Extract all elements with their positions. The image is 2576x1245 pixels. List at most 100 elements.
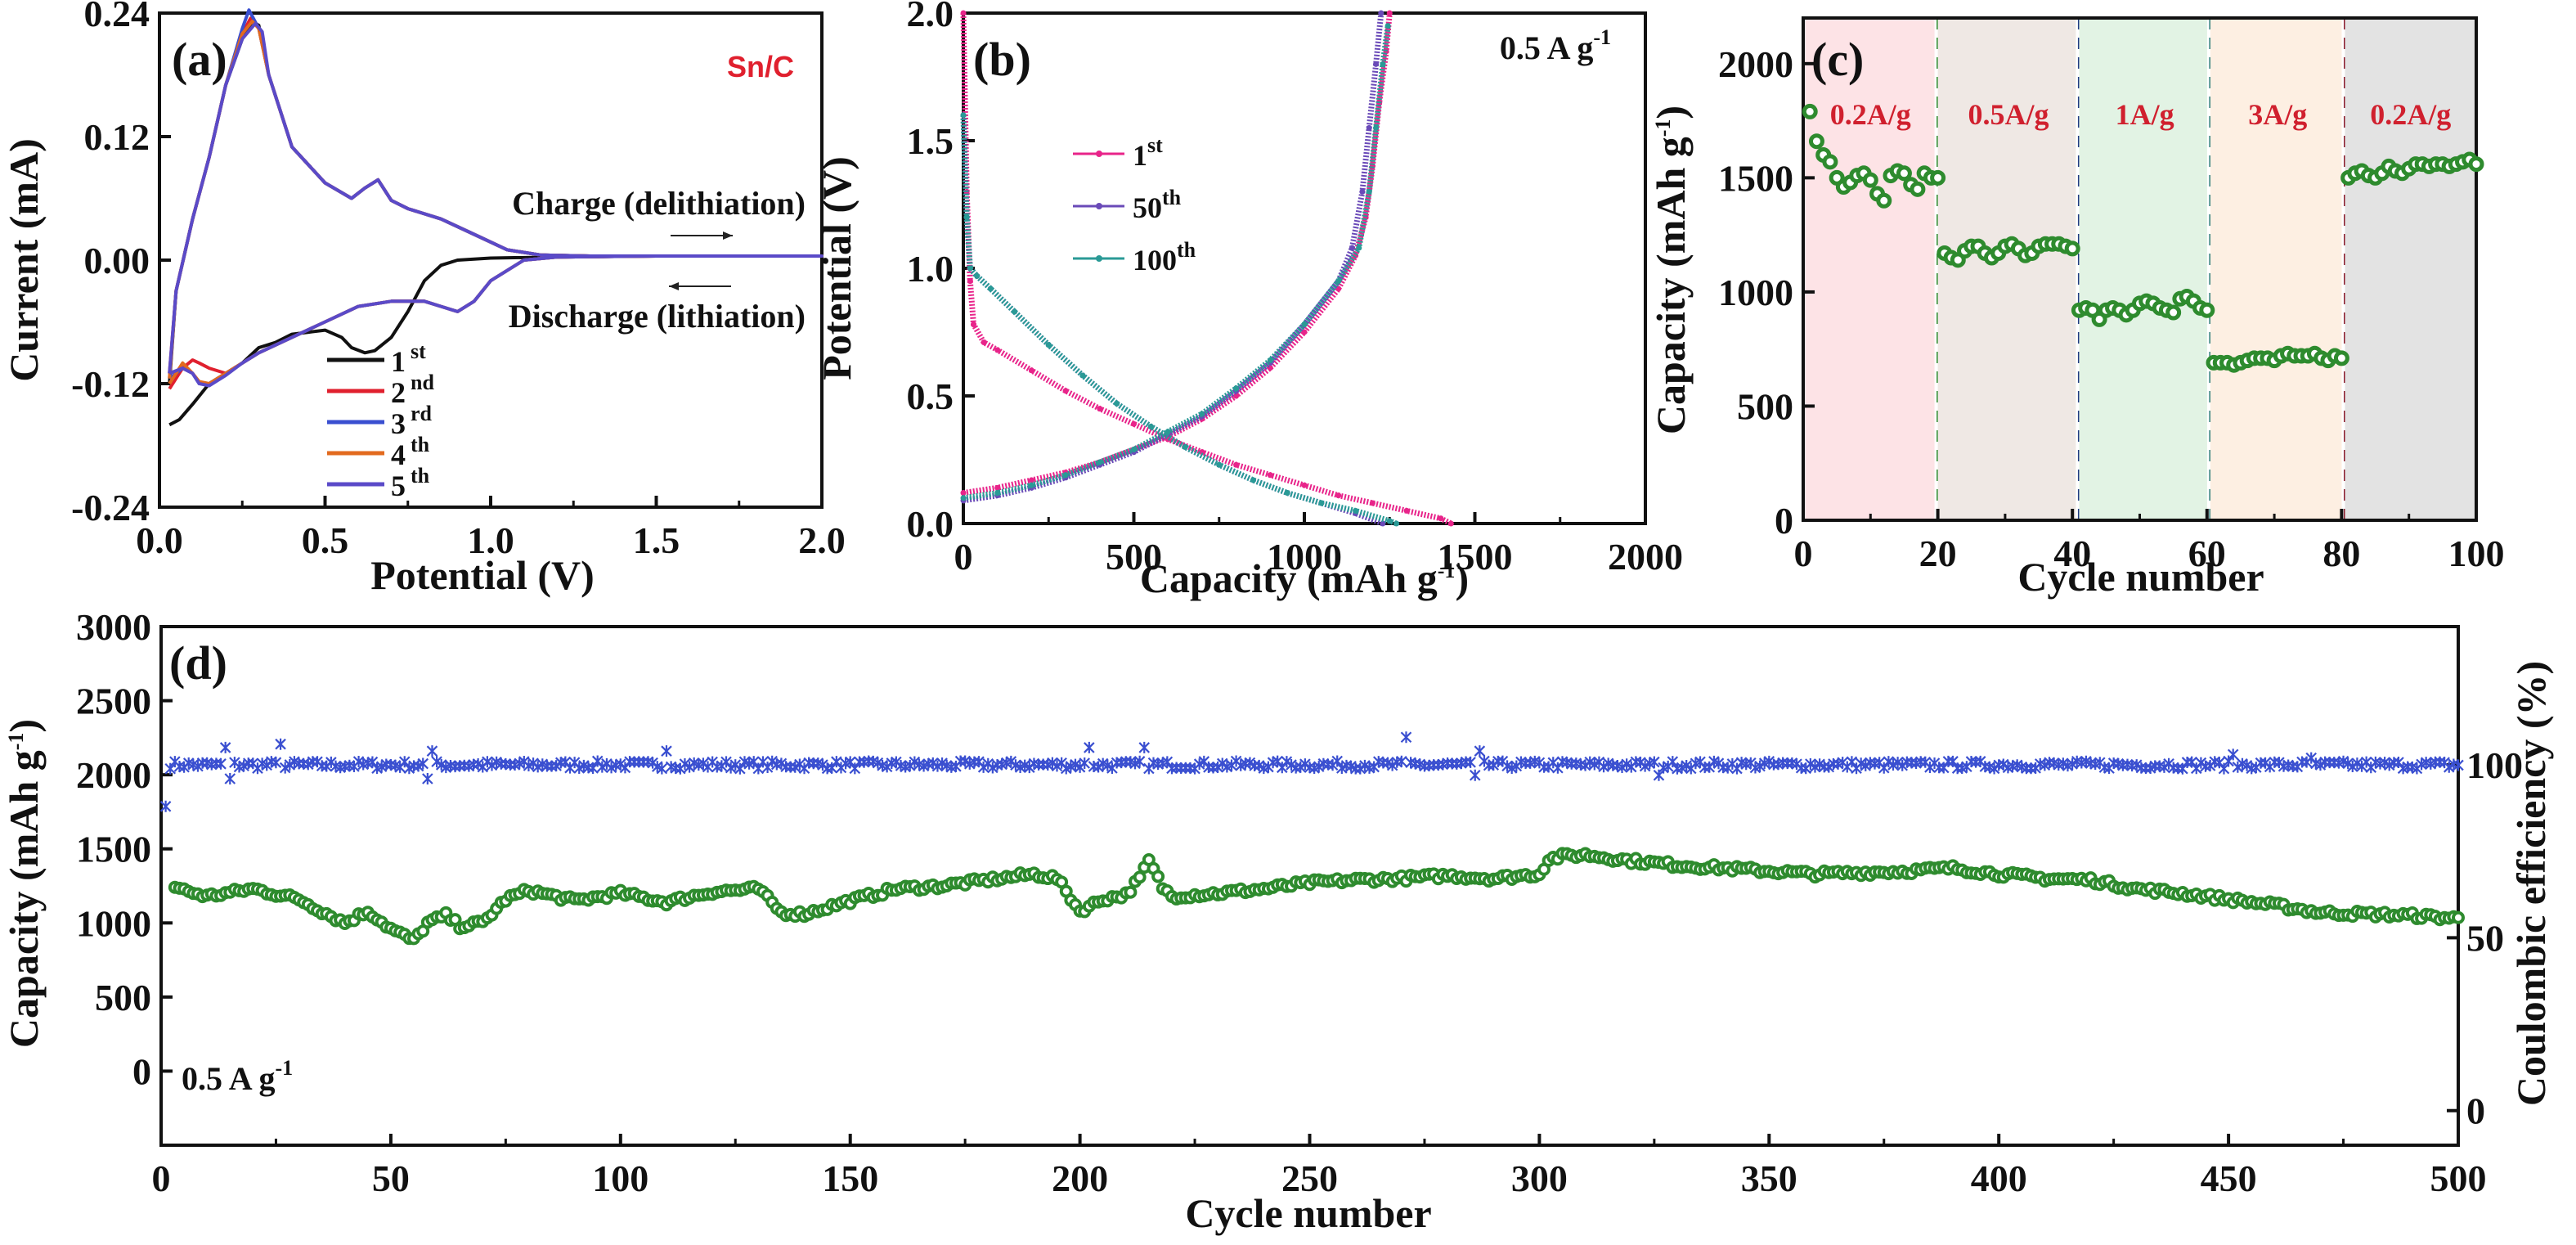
efficiency-point	[752, 762, 765, 775]
capacity-point	[2333, 350, 2349, 366]
x-axis-title: Potential (V)	[370, 552, 595, 598]
y-axis-title: Potential (V)	[814, 156, 859, 380]
gcd-charge-point	[1356, 245, 1362, 251]
efficiency-point	[1133, 755, 1146, 767]
x-axis-title: Cycle number	[1185, 1190, 1431, 1236]
gcd-charge-point	[1373, 124, 1380, 131]
x-tick-label: 450	[2201, 1157, 2257, 1199]
rate-band	[2079, 18, 2210, 520]
legend-entry: 1st	[1133, 133, 1163, 172]
efficiency-point	[619, 762, 631, 774]
plot-frame	[962, 11, 1647, 525]
gcd-discharge-point	[1131, 420, 1137, 427]
gcd-discharge-point	[1045, 342, 1052, 348]
gcd-charge-point	[1366, 124, 1372, 131]
gcd-charge-point	[1349, 245, 1355, 251]
sample-label: Sn/C	[727, 50, 794, 83]
panel-a-cyclic-voltammetry: 0.0 0.5 1.0 1.5 2.0 0.24 0.12 0.00 -0.12 -0.24 (a)…	[1, 0, 846, 598]
y-tick-label: 0.5	[907, 375, 954, 417]
y-axis-title: Current (mA)	[1, 138, 47, 382]
efficiency-point	[1649, 756, 1660, 768]
legend-entry-number: 50	[1133, 191, 1162, 224]
rate-label-sup: -1	[1593, 25, 1611, 49]
efficiency-point	[1469, 769, 1481, 781]
legend-entry: 50th	[1133, 186, 1182, 224]
efficiency-point	[2453, 759, 2464, 771]
y-tick-label: 2000	[1718, 43, 1793, 85]
x-tick-label: 0	[954, 536, 973, 578]
gcd-charge-point	[1384, 23, 1391, 29]
legend-entry-number: 5	[391, 470, 406, 502]
efficiency-point	[734, 762, 746, 775]
y-tick-label: 0.12	[84, 116, 150, 158]
gcd-charge-curve-cycle-100	[963, 25, 1391, 501]
y-tick-label: 1000	[76, 902, 151, 944]
y2-tick-label: 0	[2466, 1090, 2485, 1132]
rate-label: 0.5 A g-1	[182, 1056, 293, 1097]
legend-entry-suffix: rd	[411, 402, 433, 425]
gcd-discharge-point	[1386, 518, 1393, 524]
capacity-point	[1808, 133, 1824, 150]
efficiency-point	[2223, 755, 2234, 767]
x-axis-title-sup: -1	[1438, 559, 1456, 582]
rate-band	[1937, 18, 2080, 520]
efficiency-point	[1938, 762, 1950, 774]
gcd-discharge-point	[1062, 388, 1069, 394]
gcd-charge-point	[1165, 429, 1171, 435]
x-tick-label: 0	[152, 1157, 171, 1199]
gcd-charge-point	[1199, 411, 1205, 417]
x-tick-label: 100	[592, 1157, 648, 1199]
efficiency-point	[417, 757, 429, 770]
efficiency-point	[587, 762, 599, 774]
capacity-point	[1133, 870, 1147, 884]
plot-frame	[158, 11, 824, 509]
gcd-charge-point	[994, 490, 1001, 497]
y-tick-label: 1500	[76, 829, 151, 870]
legend-entry-suffix: th	[1162, 186, 1182, 209]
rate-label-main: 0.5 A g	[1500, 29, 1593, 66]
x-tick-label: 250	[1281, 1157, 1338, 1199]
efficiency-point	[1474, 745, 1486, 757]
x-axis-title: Cycle number	[2017, 554, 2264, 600]
x-tick-label: 60	[2188, 533, 2226, 574]
efficiency-point	[849, 762, 861, 775]
efficiency-point	[159, 800, 172, 812]
capacity-point	[1930, 169, 1946, 186]
gcd-discharge-point	[960, 112, 967, 119]
y2-tick-label: 50	[2466, 917, 2504, 959]
gcd-discharge-point	[1447, 520, 1454, 527]
y-tick-label: 0	[132, 1050, 151, 1092]
efficiency-point	[720, 756, 732, 768]
y-tick-label: 1500	[1718, 157, 1793, 199]
capacity-point	[1862, 172, 1878, 188]
y-axis-title: Capacity (mAh g-1)	[1, 719, 47, 1048]
gcd-charge-point	[1366, 188, 1372, 195]
efficiency-point	[844, 756, 856, 768]
capacity-point	[1876, 192, 1892, 209]
panel-b-charge-discharge-profiles: 0 500 1000 1500 2000 2.0 1.5 1.0 0.5 0.0 (b) 0.5 A …	[814, 0, 1683, 601]
legend-marker	[1096, 151, 1102, 157]
y-axis-title-end: )	[1648, 106, 1694, 119]
x-tick-label: 1000	[1267, 536, 1342, 578]
panel-label: (b)	[973, 33, 1031, 86]
gcd-discharge-point	[1250, 477, 1256, 483]
efficiency-point	[2393, 757, 2404, 769]
arrow-left-head-icon	[669, 282, 679, 290]
gcd-charge-point	[1028, 477, 1034, 483]
efficiency-point	[1878, 762, 1890, 774]
efficiency-point	[398, 756, 411, 768]
x-tick-label: 350	[1741, 1157, 1797, 1199]
gcd-discharge-point	[963, 214, 970, 221]
rate-band	[2210, 18, 2345, 520]
y-axis-title: Capacity (mAh g-1)	[1648, 106, 1694, 434]
x-tick-label: 0.5	[302, 519, 349, 561]
x-tick-label: 400	[1971, 1157, 2027, 1199]
gcd-charge-point	[960, 490, 967, 497]
gcd-discharge-point	[987, 285, 994, 292]
legend-entry-number: 100	[1133, 244, 1177, 276]
efficiency-point	[1277, 762, 1288, 774]
efficiency-point	[1396, 755, 1407, 767]
